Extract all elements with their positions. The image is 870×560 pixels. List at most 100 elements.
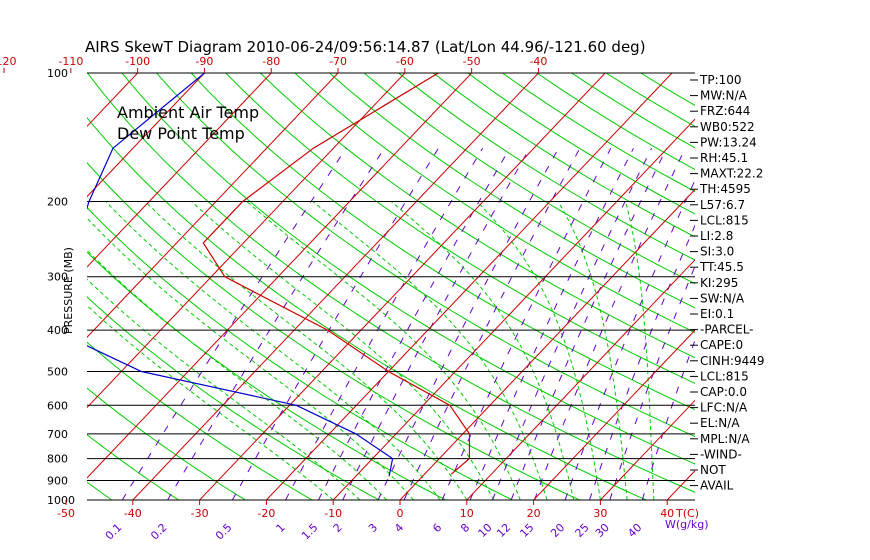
dry-adiabat-line: [225, 73, 695, 384]
dry-adiabat-line: [328, 73, 695, 309]
bottom-tick-label: -30: [191, 507, 209, 520]
mixing-ratio-line: [231, 147, 439, 500]
moist-adiabat-line: [390, 201, 575, 500]
mixing-ratio-label: 3: [366, 521, 380, 535]
chart-title: AIRS SkewT Diagram 2010-06-24/09:56:14.8…: [85, 38, 646, 56]
index-item: PW:13.24: [700, 135, 757, 149]
index-item: LFC:N/A: [700, 401, 748, 415]
isotherm-line: [332, 118, 695, 500]
index-item: FRZ:644: [700, 104, 750, 118]
index-item: TP:100: [699, 73, 742, 87]
mixing-ratio-line: [377, 147, 560, 500]
mixing-ratio-line: [589, 224, 695, 500]
index-item: LCL:815: [700, 213, 749, 227]
pressure-tick-label: 800: [47, 453, 68, 466]
dry-adiabat-line: [87, 116, 648, 500]
mixing-ratio-label: 25: [573, 521, 592, 540]
profiles: [87, 73, 471, 477]
top-tick-label: -100: [125, 55, 150, 68]
isotherms: [0, 63, 695, 509]
dry-adiabat-line: [87, 251, 447, 500]
mixing-ratio-label: 4: [392, 521, 406, 535]
moist-adiabat-line: [105, 201, 441, 500]
bottom-tick-label: 20: [527, 507, 541, 520]
isotherm-line: [532, 329, 695, 500]
bottom-tick-label: 10: [460, 507, 474, 520]
index-item: LI:2.8: [700, 229, 733, 243]
index-item: MW:N/A: [700, 89, 748, 103]
top-tick-label: -110: [58, 55, 83, 68]
index-item: EL:N/A: [700, 416, 740, 430]
mixing-ratio-line: [403, 147, 581, 500]
isotherm-line: [87, 73, 206, 198]
dry-adiabat-line: [501, 73, 695, 193]
top-tick-label: -90: [195, 55, 213, 68]
moist-adiabat-line: [557, 201, 628, 500]
mixing-ratio-label: 10: [476, 521, 495, 540]
isotherm-line: [0, 63, 13, 509]
dry-adiabat-line: [259, 73, 695, 359]
mixing-ratio-line: [167, 147, 385, 500]
dry-adiabat-line: [432, 73, 695, 238]
pressure-tick-label: 600: [47, 399, 68, 412]
index-item: MPL:N/A: [700, 432, 750, 446]
mixing-ratio-label: 0.5: [213, 521, 235, 543]
isotherm-line: [87, 73, 406, 409]
pressure-tick-label: 1000: [47, 494, 75, 507]
mixing-ratio-line: [285, 147, 484, 500]
isotherm-line: [399, 188, 695, 500]
index-item: -PARCEL-: [700, 323, 754, 337]
index-item: L57:6.7: [700, 198, 745, 212]
isotherm-line: [466, 259, 695, 500]
index-item: CAP:0.0: [700, 385, 747, 399]
mixing-ratio-line: [318, 147, 511, 500]
bottom-tick-label: 40: [660, 507, 674, 520]
mixing-ratio-line: [533, 147, 686, 500]
bottom-tick-label: 30: [593, 507, 607, 520]
mixing-ratio-line: [564, 179, 695, 500]
mixing-ratio-label: 6: [430, 521, 444, 535]
mixing-ratio-label: 0.2: [148, 521, 170, 543]
index-item: LCL:815: [700, 369, 749, 383]
index-item: SI:3.0: [700, 245, 734, 259]
isotherm-line: [198, 73, 606, 500]
moist-adiabat-line: [312, 201, 548, 500]
index-item: WB0:522: [700, 120, 755, 134]
bottom-tick-label: -10: [324, 507, 342, 520]
pressure-tick-label: 900: [47, 474, 68, 487]
moist-adiabat-line: [191, 201, 494, 500]
mixing-ratio-line: [441, 147, 612, 500]
index-item: CINH:9449: [700, 354, 765, 368]
bottom-tick-label: -20: [257, 507, 275, 520]
moist-adiabat-line: [144, 201, 468, 500]
index-item: RH:45.1: [700, 151, 748, 165]
index-item: KI:295: [700, 276, 738, 290]
mixing-ratio-label: 0.1: [103, 521, 125, 543]
dry-adiabat-line: [155, 73, 695, 438]
index-item: TH:4595: [699, 182, 751, 196]
dry-adiabat-line: [87, 387, 247, 500]
mixing-ratio-label: 2: [331, 521, 345, 535]
mixing-ratio-line: [342, 147, 531, 500]
y-axis-label: PRESSURE (MB): [62, 247, 75, 334]
index-item: -WIND-: [700, 447, 742, 461]
index-item: CAPE:0: [700, 338, 743, 352]
mixing-ratio-label: 15: [517, 521, 536, 540]
mixing-ratio-line: [609, 264, 695, 500]
mixing-ratio-label: 20: [548, 521, 567, 540]
legend-air: Ambient Air Temp: [117, 103, 259, 122]
top-tick-label: -70: [329, 55, 347, 68]
top-tick-label: -80: [262, 55, 280, 68]
moist-adiabat-line: [246, 201, 521, 500]
top-tick-label: -120: [0, 55, 17, 68]
index-item: MAXT:22.2: [700, 167, 763, 181]
dry-adiabats: [87, 73, 695, 500]
mixing-ratio-unit-label: W(g/kg): [665, 518, 709, 531]
index-item: TT:45.5: [699, 260, 744, 274]
dry-adiabat-line: [363, 73, 695, 285]
mixing-ratio-line: [469, 147, 634, 500]
dry-adiabat-line: [294, 73, 695, 334]
plot-frame: [87, 72, 695, 501]
